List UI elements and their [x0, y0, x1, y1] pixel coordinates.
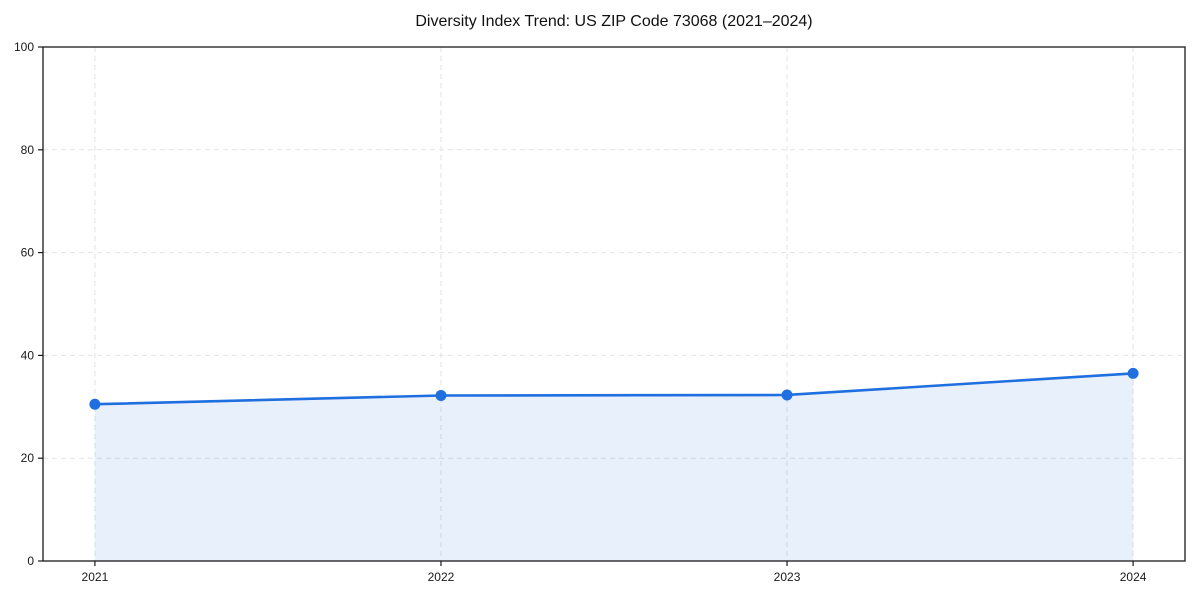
data-point: [435, 389, 447, 401]
y-axis-tick-label: 20: [21, 451, 35, 465]
x-axis-tick-label: 2024: [1120, 570, 1147, 584]
y-axis-tick-label: 80: [21, 143, 35, 157]
data-point: [1127, 367, 1139, 379]
area-fill: [94, 373, 1134, 561]
data-point: [89, 398, 101, 410]
plot-border: [42, 46, 1186, 562]
y-axis-tick-label: 0: [27, 554, 34, 568]
y-axis-tick-label: 40: [21, 348, 35, 362]
data-point: [781, 389, 793, 401]
x-axis-tick-label: 2021: [82, 570, 109, 584]
x-axis-tick-label: 2023: [774, 570, 801, 584]
series-line: [93, 372, 1135, 406]
y-axis-tick-label: 60: [21, 246, 35, 260]
y-axis-tick-label: 100: [14, 40, 34, 54]
x-axis-tick-label: 2022: [428, 570, 455, 584]
chart-title: Diversity Index Trend: US ZIP Code 73068…: [415, 13, 813, 30]
